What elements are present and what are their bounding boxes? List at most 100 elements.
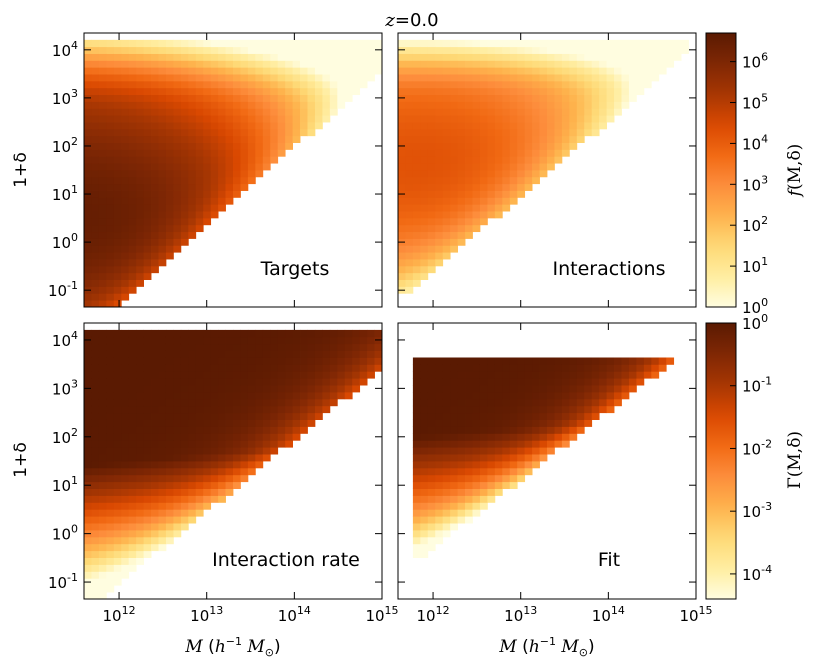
heatmap-cell: [247, 67, 256, 75]
heatmap-cell: [435, 135, 444, 143]
heatmap-cell: [465, 122, 473, 130]
heatmap-cell: [427, 149, 436, 157]
heatmap-cell: [188, 371, 197, 379]
heatmap-cell: [113, 67, 122, 75]
heatmap-cell: [113, 231, 122, 239]
heatmap-cell: [151, 108, 159, 116]
heatmap-cell: [300, 53, 308, 61]
heatmap-cell: [517, 115, 526, 123]
heatmap-cell: [487, 426, 496, 434]
heatmap-cell: [502, 46, 511, 54]
heatmap-cell: [450, 419, 458, 427]
heatmap-cell: [210, 412, 219, 420]
heatmap-cell: [307, 94, 316, 102]
heatmap-cell: [479, 190, 488, 198]
heatmap-cell: [307, 357, 316, 365]
heatmap-cell: [188, 149, 197, 157]
heatmap-cell: [554, 60, 563, 68]
heatmap-cell: [210, 426, 219, 434]
heatmap-cell: [412, 39, 421, 48]
heatmap-cell: [173, 80, 182, 89]
heatmap-cell: [143, 259, 152, 267]
heatmap-cell: [300, 412, 308, 420]
heatmap-cell: [173, 329, 182, 338]
heatmap-cell: [517, 176, 526, 185]
heatmap-cell: [262, 378, 271, 386]
heatmap-cell: [180, 467, 189, 476]
heatmap-cell: [465, 156, 473, 164]
heatmap-cell: [203, 336, 212, 345]
heatmap-cell: [165, 495, 174, 503]
heatmap-cell: [509, 80, 518, 89]
heatmap-cell: [494, 357, 503, 365]
heatmap-cell: [532, 392, 540, 400]
heatmap-cell: [599, 405, 607, 414]
heatmap-cell: [576, 385, 585, 393]
heatmap-cell: [569, 67, 578, 75]
heatmap-cell: [300, 74, 308, 82]
heatmap-cell: [106, 142, 115, 150]
heatmap-cell: [136, 371, 144, 379]
heatmap-cell: [98, 46, 107, 54]
heatmap-cell: [532, 385, 540, 393]
heatmap-cell: [195, 39, 204, 48]
heatmap-cell: [487, 128, 496, 137]
heatmap-cell: [479, 101, 488, 109]
heatmap-cell: [337, 357, 346, 365]
heatmap-cell: [352, 350, 361, 358]
heatmap-cell: [255, 412, 264, 420]
heatmap-cell: [113, 149, 122, 157]
heatmap-cell: [173, 197, 182, 205]
heatmap-cell: [151, 217, 159, 226]
heatmap-cell: [233, 183, 241, 191]
heatmap-cell: [517, 378, 526, 386]
heatmap-cell: [576, 53, 585, 61]
heatmap-cell: [165, 336, 174, 345]
heatmap-cell: [412, 53, 421, 61]
heatmap-cell: [270, 142, 279, 150]
heatmap-cell: [344, 385, 353, 393]
heatmap-cell: [337, 329, 346, 338]
heatmap-cell: [450, 128, 458, 137]
heatmap-cell: [91, 585, 100, 593]
heatmap-cell: [233, 122, 241, 130]
heatmap-cell: [547, 87, 555, 96]
heatmap-cell: [151, 176, 159, 185]
heatmap-cell: [210, 142, 219, 150]
heatmap-cell: [628, 371, 637, 379]
heatmap-cell: [292, 74, 301, 82]
heatmap-cell: [240, 101, 249, 109]
heatmap-cell: [262, 371, 271, 379]
heatmap-cell: [233, 461, 241, 469]
heatmap-cell: [494, 60, 503, 68]
heatmap-cell: [442, 440, 451, 448]
heatmap-cell: [180, 419, 189, 427]
heatmap-cell: [465, 433, 473, 441]
heatmap-cell: [576, 115, 585, 123]
heatmap-cell: [128, 371, 137, 379]
heatmap-cell: [584, 39, 593, 48]
heatmap-cell: [165, 509, 174, 517]
heatmap-cell: [554, 67, 563, 75]
heatmap-cell: [128, 183, 137, 191]
heatmap-cell: [442, 426, 451, 434]
heatmap-cell: [233, 364, 241, 372]
heatmap-cell: [195, 197, 204, 205]
heatmap-cell: [173, 461, 182, 469]
heatmap-cell: [173, 135, 182, 143]
heatmap-cell: [121, 495, 130, 503]
heatmap-cell: [524, 385, 533, 393]
heatmap-cell: [307, 392, 316, 400]
heatmap-cell: [262, 46, 271, 54]
heatmap-cell: [84, 378, 92, 386]
heatmap-cell: [240, 364, 249, 372]
heatmap-cell: [136, 440, 144, 448]
heatmap-cell: [285, 329, 293, 338]
heatmap-cell: [292, 343, 301, 351]
heatmap-cell: [673, 46, 682, 54]
heatmap-cell: [285, 115, 293, 123]
heatmap-cell: [442, 495, 451, 503]
heatmap-cell: [487, 156, 496, 164]
heatmap-cell: [457, 433, 466, 441]
heatmap-cell: [270, 53, 279, 61]
